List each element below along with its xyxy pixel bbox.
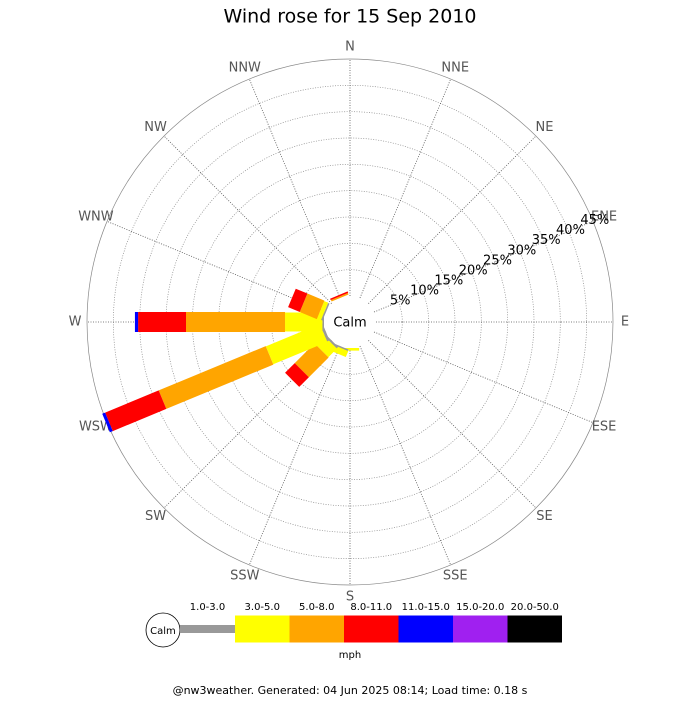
direction-spoke: [368, 340, 537, 509]
calm-label: Calm: [333, 316, 366, 331]
direction-label: NNW: [229, 60, 261, 75]
wind-bar: [134, 312, 139, 332]
r-tick-label: 45%: [580, 213, 609, 228]
legend-label: 20.0-50.0: [511, 602, 559, 613]
direction-spoke: [163, 135, 332, 304]
direction-label: NE: [535, 120, 553, 135]
r-tick-label: 40%: [556, 223, 585, 238]
wind-bar: [299, 293, 325, 320]
direction-spoke: [248, 345, 341, 566]
direction-label: W: [69, 315, 82, 330]
direction-spoke: [359, 78, 452, 299]
legend-swatch: [180, 625, 235, 633]
r-tick-label: 20%: [459, 263, 488, 278]
legend-swatch: [235, 615, 290, 643]
direction-label: SSW: [230, 569, 260, 584]
direction-label: WSW: [79, 420, 113, 435]
wind-bar: [265, 324, 328, 365]
wind-bar: [321, 302, 330, 321]
wind-bar: [317, 301, 329, 321]
legend-label: 15.0-20.0: [456, 602, 504, 613]
wind-bar: [138, 312, 187, 332]
direction-label: N: [345, 40, 355, 55]
chart-title: Wind rose for 15 Sep 2010: [223, 6, 476, 28]
r-tick-label: 15%: [434, 274, 463, 289]
wind-bar: [186, 312, 286, 332]
grid-ring: [297, 269, 403, 375]
direction-label: WNW: [78, 209, 114, 224]
wind-bar: [330, 291, 349, 301]
direction-label: NW: [144, 120, 167, 135]
r-tick-label: 5%: [390, 294, 411, 309]
direction-spoke: [359, 345, 452, 566]
direction-label: SSE: [443, 569, 468, 584]
grid-ring: [244, 216, 456, 428]
legend-swatch: [344, 615, 399, 643]
r-tick-label: 35%: [532, 233, 561, 248]
legend-label: 8.0-11.0: [350, 602, 392, 613]
direction-spoke: [106, 220, 327, 313]
calm-circle: [325, 297, 375, 347]
wind-bar: [285, 363, 309, 387]
wind-bar: [105, 390, 167, 432]
direction-spoke: [373, 220, 594, 313]
r-tick-label: 30%: [507, 243, 536, 258]
direction-label: S: [346, 590, 354, 605]
r-tick-label: 10%: [410, 284, 439, 299]
direction-spoke: [373, 331, 594, 424]
wind-bar: [158, 346, 274, 409]
legend-swatch: [507, 615, 562, 643]
legend-swatch: [453, 615, 508, 643]
legend-calm-label: Calm: [150, 626, 176, 637]
legend-label: 1.0-3.0: [190, 602, 225, 613]
direction-label: E: [621, 315, 629, 330]
legend-swatch: [289, 615, 344, 643]
legend-label: 5.0-8.0: [299, 602, 334, 613]
wind-bar: [294, 343, 329, 378]
footer: @nw3weather. Generated: 04 Jun 2025 08:1…: [173, 684, 528, 697]
direction-label: SE: [536, 509, 552, 524]
wind-bar: [102, 412, 113, 433]
direction-spoke: [163, 340, 332, 509]
direction-label: SW: [145, 509, 166, 524]
r-tick-label: 25%: [483, 253, 512, 268]
legend-swatch: [398, 615, 453, 643]
legend-label: 11.0-15.0: [402, 602, 450, 613]
direction-label: ENE: [591, 209, 617, 224]
direction-spoke: [248, 78, 341, 299]
direction-label: ESE: [592, 420, 617, 435]
wind-bar: [288, 288, 308, 313]
legend-label: 3.0-5.0: [245, 602, 280, 613]
wind-bar: [330, 293, 349, 302]
units-label: mph: [339, 650, 361, 661]
direction-spoke: [368, 135, 537, 304]
grid-ring: [86, 58, 614, 586]
direction-label: NNE: [441, 60, 469, 75]
